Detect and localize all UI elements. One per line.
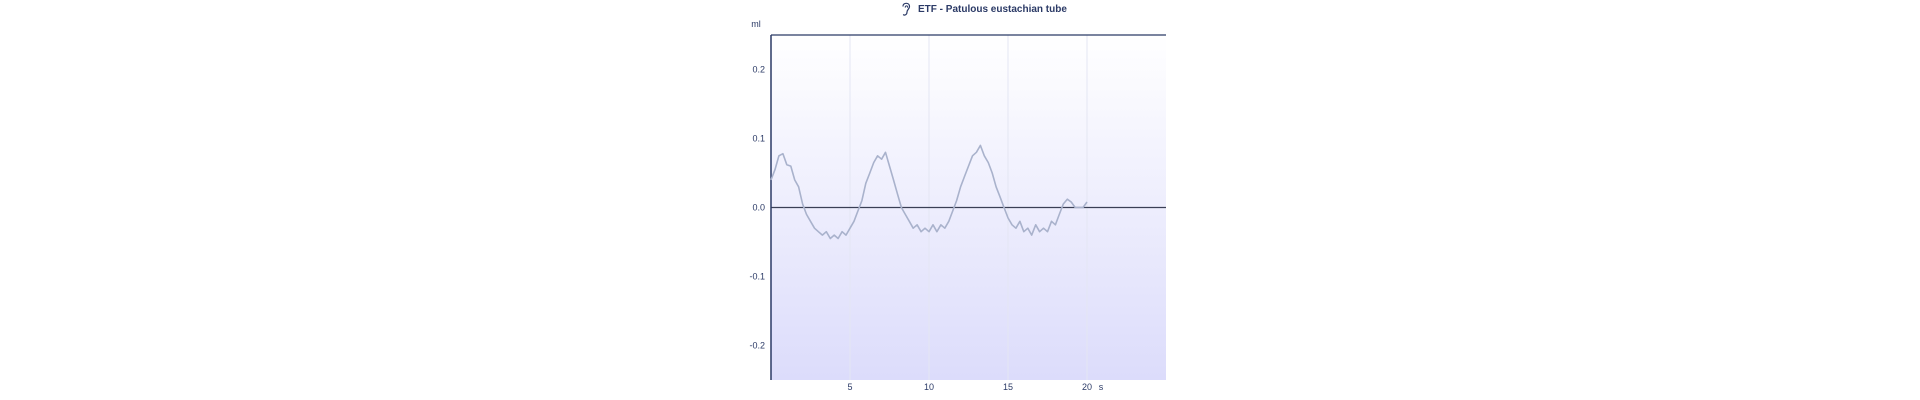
y-tick-label: 0.0 <box>752 203 765 213</box>
y-tick-labels: 0.2 0.1 0.0 -0.1 -0.2 <box>749 65 765 351</box>
y-tick-label: -0.2 <box>749 341 765 351</box>
x-tick-label: 10 <box>924 382 934 392</box>
ear-icon <box>900 1 912 17</box>
y-axis-unit-label: ml <box>751 19 761 29</box>
chart-title-text: ETF - Patulous eustachian tube <box>918 3 1067 15</box>
series-line <box>770 144 1088 240</box>
x-tick-label: 20 <box>1082 382 1092 392</box>
x-tick-labels: 5 10 15 20 <box>847 382 1092 392</box>
y-tick-label: 0.2 <box>752 65 765 75</box>
x-tick-label: 15 <box>1003 382 1013 392</box>
x-tick-label: 5 <box>847 382 852 392</box>
x-axis-unit-label: s <box>1099 382 1104 392</box>
y-tick-label: -0.1 <box>749 272 765 282</box>
y-tick-label: 0.1 <box>752 134 765 144</box>
chart-title: ETF - Patulous eustachian tube <box>900 0 1067 18</box>
